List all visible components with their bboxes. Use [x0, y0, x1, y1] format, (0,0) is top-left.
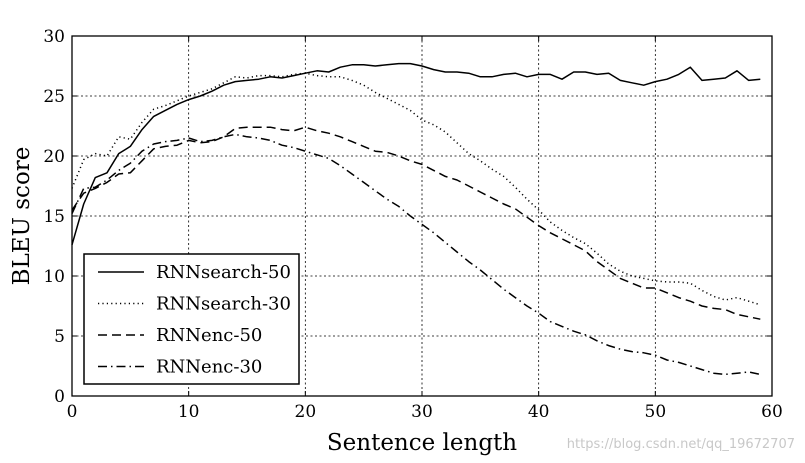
y-tick-label: 20	[43, 147, 65, 167]
legend-label: RNNenc-50	[156, 325, 262, 346]
legend-label: RNNsearch-30	[156, 294, 291, 315]
y-axis-title: BLEU score	[9, 147, 35, 286]
y-tick-label: 25	[43, 87, 65, 107]
series-line-rnnenc-50	[71, 126, 761, 320]
series-line-rnnsearch-30	[71, 72, 761, 306]
x-tick-label: 20	[295, 402, 317, 422]
legend-label: RNNsearch-50	[156, 262, 291, 283]
x-tick-label: 30	[411, 402, 433, 422]
x-axis-title: Sentence length	[327, 430, 517, 456]
grid-lines	[72, 36, 772, 396]
y-tick-label: 30	[43, 27, 65, 47]
x-tick-label: 0	[67, 402, 78, 422]
y-tick-label: 5	[54, 327, 65, 347]
y-tick-label: 0	[54, 387, 65, 407]
x-tick-label: 50	[645, 402, 667, 422]
legend-box	[83, 253, 300, 385]
axis-ticks: 0 10 20 30 40 50 60 0 5 10 15 20 25 30	[43, 27, 782, 422]
series-line-rnnsearch-50	[71, 62, 761, 246]
legend-label: RNNenc-30	[156, 357, 262, 378]
x-tick-label: 10	[178, 402, 200, 422]
series-lines	[71, 62, 761, 376]
watermark-text: https://blog.csdn.net/qq_19672707	[567, 437, 795, 452]
legend: RNNsearch-50 RNNsearch-30 RNNenc-50 RNNenc-…	[83, 253, 300, 385]
x-tick-label: 40	[528, 402, 550, 422]
y-tick-label: 10	[43, 267, 65, 287]
x-tick-label: 60	[761, 402, 783, 422]
y-tick-label: 15	[43, 207, 65, 227]
series-line-rnnenc-30	[71, 133, 761, 376]
